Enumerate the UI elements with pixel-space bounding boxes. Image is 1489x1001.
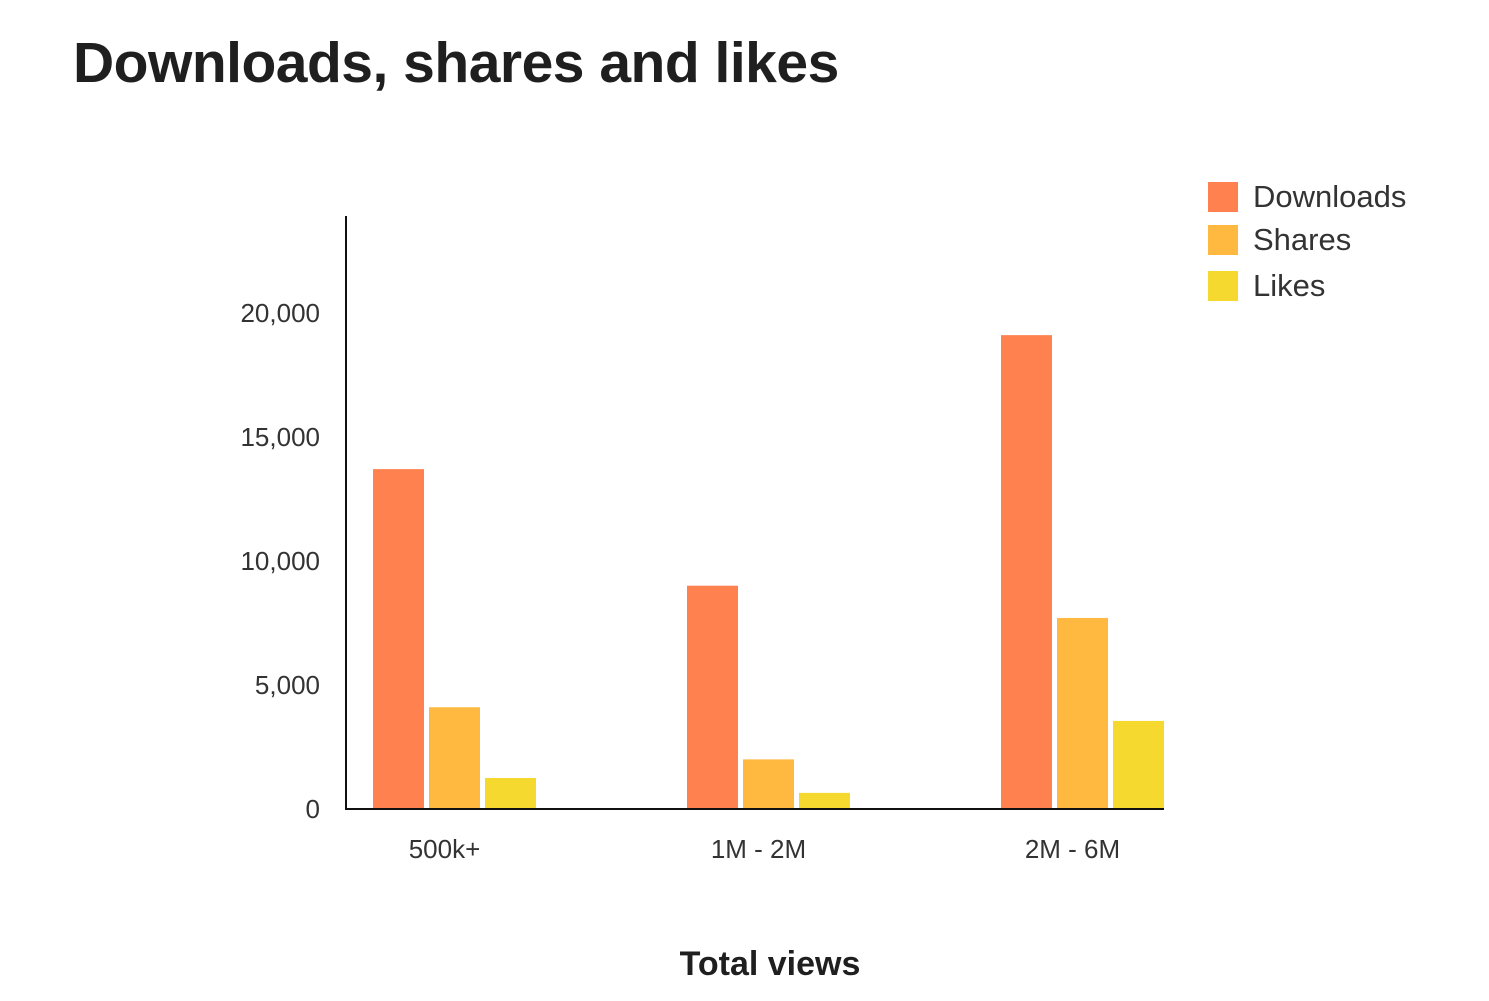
x-axis-title: Total views — [680, 945, 861, 983]
bars-layer — [373, 335, 1164, 809]
legend-swatch — [1208, 182, 1238, 212]
legend-item-shares: Shares — [1208, 222, 1351, 257]
y-tick-label: 15,000 — [240, 422, 320, 452]
bar-shares-1 — [429, 707, 480, 809]
x-tick-label: 2M - 6M — [1025, 834, 1120, 864]
legend-label: Downloads — [1253, 179, 1406, 214]
x-tick-label: 1M - 2M — [711, 834, 806, 864]
legend-label: Likes — [1253, 268, 1325, 303]
bar-likes-3 — [1113, 720, 1164, 809]
x-tick-label: 500k+ — [409, 834, 481, 864]
x-axis-ticks: 500k+ 1M - 2M 2M - 6M — [409, 834, 1120, 864]
bar-downloads-3 — [1001, 335, 1052, 809]
y-tick-label: 10,000 — [240, 546, 320, 576]
y-tick-label: 0 — [306, 794, 320, 824]
legend-item-likes: Likes — [1208, 268, 1325, 303]
legend: Downloads Shares Likes — [1208, 179, 1406, 303]
legend-item-downloads: Downloads — [1208, 179, 1406, 214]
bar-shares-2 — [743, 759, 794, 809]
y-tick-label: 20,000 — [240, 298, 320, 328]
legend-swatch — [1208, 271, 1238, 301]
bar-likes-2 — [799, 792, 850, 809]
bar-downloads-1 — [373, 469, 424, 809]
y-axis-ticks: 0 5,000 10,000 15,000 20,000 — [240, 298, 320, 824]
y-tick-label: 5,000 — [255, 670, 320, 700]
bar-shares-3 — [1057, 617, 1108, 809]
chart-title: Downloads, shares and likes — [73, 31, 839, 95]
legend-label: Shares — [1253, 222, 1351, 257]
bar-likes-1 — [485, 777, 536, 809]
legend-swatch — [1208, 225, 1238, 255]
bar-downloads-2 — [687, 585, 738, 809]
